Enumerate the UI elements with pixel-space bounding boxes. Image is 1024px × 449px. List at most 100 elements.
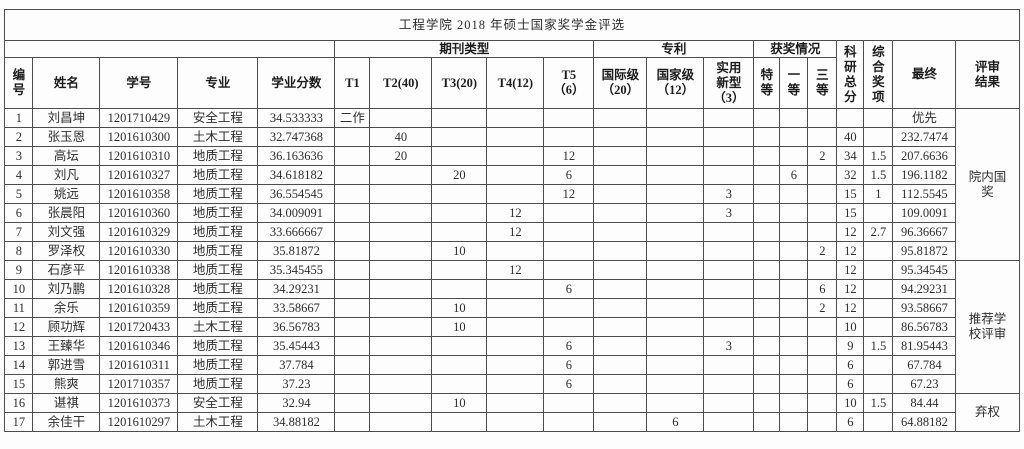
table-cell: 郭进雪 (32, 355, 101, 375)
table-row: 6 张晨阳 1201610360 地质工程 34.009091 12 3 15 109.0091 (4, 203, 1019, 223)
table-cell (779, 260, 809, 280)
table-cell (646, 241, 705, 261)
table-cell (334, 222, 371, 242)
table-cell (431, 336, 488, 356)
table-cell: 1201610358 (99, 184, 179, 204)
table-cell (334, 393, 371, 413)
table-cell: 12 (4, 317, 34, 337)
table-cell: 2.7 (863, 222, 894, 242)
table-cell (431, 184, 488, 204)
table-cell (543, 203, 595, 223)
table-cell: 15 (836, 184, 865, 204)
header-row: 编 号 姓名 学号 专业 学业分数 T1 T2(40) T3(20) T4(12… (4, 57, 1019, 109)
table-cell: 6 (543, 165, 595, 185)
table-cell: 12 (836, 241, 865, 261)
table-cell: 地质工程 (177, 165, 259, 185)
table-cell (863, 108, 894, 128)
table-cell (779, 317, 809, 337)
table-cell: 35.45443 (257, 336, 336, 356)
table-cell (646, 260, 705, 280)
table-cell (593, 374, 648, 394)
table-cell (807, 317, 838, 337)
table-cell (779, 108, 809, 128)
table-cell: 地质工程 (177, 374, 259, 394)
table-cell (431, 260, 488, 280)
table-cell (779, 127, 809, 147)
table-cell (646, 279, 705, 299)
table-cell (807, 336, 838, 356)
col-review-result: 评审 结果 (955, 40, 1020, 109)
table-cell: 地质工程 (177, 241, 259, 261)
col-t2: T2(40) (369, 57, 433, 109)
table-cell: 20 (369, 146, 433, 166)
table-cell (779, 374, 809, 394)
table-cell (593, 184, 648, 204)
table-cell (334, 184, 371, 204)
table-cell (369, 336, 433, 356)
table-cell (807, 374, 838, 394)
table-cell (593, 279, 648, 299)
table-cell (593, 260, 648, 280)
table-cell: 17 (4, 412, 34, 432)
table-cell (753, 127, 781, 147)
table-row: 17 余佳干 1201610297 土木工程 34.88182 6 6 64.88182 (4, 412, 1019, 432)
table-cell: 12 (486, 222, 545, 242)
table-cell: 6 (836, 355, 865, 375)
table-cell: 67.23 (892, 374, 957, 394)
table-cell: 15 (4, 374, 34, 394)
table-cell (369, 412, 433, 432)
table-row: 13 王臻华 1201610346 地质工程 35.45443 6 3 9 1.5 81.9544… (4, 336, 1019, 356)
table-cell: 1 (863, 184, 894, 204)
table-cell: 3 (703, 184, 755, 204)
table-cell (807, 127, 838, 147)
table-cell (369, 298, 433, 318)
table-cell: 6 (543, 355, 595, 375)
table-body: 1 刘昌坤 1201710429 安全工程 34.533333 二作 优先 院内国 奖 2 张玉恩… (4, 108, 1020, 432)
table-cell (753, 108, 781, 128)
table-cell (369, 355, 433, 375)
header-spacer (4, 40, 336, 58)
table-cell (807, 412, 838, 432)
table-cell: 112.5545 (892, 184, 957, 204)
table-cell: 1.5 (863, 146, 894, 166)
table-row: 12 顾功辉 1201720433 土木工程 36.56783 10 10 86.56783 (4, 317, 1019, 337)
table-cell: 1.5 (863, 336, 894, 356)
table-cell: 12 (543, 146, 595, 166)
table-cell (703, 279, 755, 299)
table-cell: 12 (836, 260, 865, 280)
table-cell (703, 393, 755, 413)
table-cell (807, 222, 838, 242)
table-cell (486, 127, 545, 147)
table-cell: 40 (836, 127, 865, 147)
table-cell (753, 260, 781, 280)
col-research-total: 科 研 总 分 (836, 40, 865, 109)
table-cell (646, 146, 705, 166)
table-row: 10 刘乃鹏 1201610328 地质工程 34.29231 6 6 12 94.29231 (4, 279, 1019, 299)
table-cell (863, 317, 894, 337)
table-cell: 8 (4, 241, 34, 261)
table-cell: 32.747368 (257, 127, 336, 147)
table-cell: 12 (486, 260, 545, 280)
table-cell (593, 336, 648, 356)
table-cell (543, 260, 595, 280)
table-cell (593, 393, 648, 413)
table-cell: 2 (807, 298, 838, 318)
table-cell (431, 412, 488, 432)
table-cell: 土木工程 (177, 317, 259, 337)
col-final: 最终 (892, 40, 957, 109)
table-row: 15 熊爽 1201710357 地质工程 37.23 6 6 67.23 (4, 374, 1019, 394)
table-cell: 14 (4, 355, 34, 375)
table-cell: 196.1182 (892, 165, 957, 185)
table-cell (807, 108, 838, 128)
table-cell (369, 222, 433, 242)
col-award-third: 三 等 (807, 57, 838, 109)
table-cell: 96.36667 (892, 222, 957, 242)
table-cell (779, 203, 809, 223)
table-cell: 84.44 (892, 393, 957, 413)
table-cell: 谌祺 (32, 393, 101, 413)
table-cell (486, 355, 545, 375)
table-cell (486, 279, 545, 299)
table-cell: 安全工程 (177, 108, 259, 128)
table-row: 7 刘文强 1201610329 地质工程 33.666667 12 12 2.7 96.366… (4, 222, 1019, 242)
